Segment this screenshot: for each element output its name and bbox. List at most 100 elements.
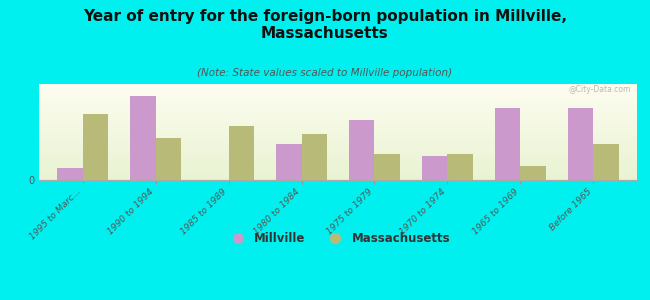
Bar [39, 177, 637, 178]
Bar [39, 160, 637, 161]
Bar [39, 110, 637, 111]
Legend: Millville, Massachusetts: Millville, Massachusetts [222, 229, 454, 249]
Bar [39, 179, 637, 180]
Bar [39, 120, 637, 121]
Bar [39, 155, 637, 156]
Text: @City-Data.com: @City-Data.com [569, 85, 631, 94]
Bar [593, 144, 619, 180]
Bar [39, 144, 637, 145]
Bar [39, 131, 637, 132]
Bar [39, 94, 637, 95]
Bar [39, 91, 637, 92]
Bar [39, 138, 637, 139]
Text: Year of entry for the foreign-born population in Millville,
Massachusetts: Year of entry for the foreign-born popul… [83, 9, 567, 41]
Bar [39, 85, 637, 86]
Bar [39, 112, 637, 113]
Bar [39, 101, 637, 102]
Bar [57, 168, 83, 180]
Bar [39, 139, 637, 140]
Bar [39, 106, 637, 107]
Bar [39, 121, 637, 122]
Bar [39, 161, 637, 162]
Bar [39, 122, 637, 123]
Bar [39, 125, 637, 126]
Bar [39, 149, 637, 150]
Bar [39, 169, 637, 170]
Bar [39, 142, 637, 143]
Bar [39, 115, 637, 116]
Bar [39, 143, 637, 144]
Bar [130, 96, 156, 180]
Bar [39, 93, 637, 94]
Bar [39, 119, 637, 120]
Bar [39, 114, 637, 115]
Bar [39, 158, 637, 159]
Bar [447, 154, 473, 180]
Bar [39, 96, 637, 97]
Bar [39, 100, 637, 101]
Bar [39, 151, 637, 152]
Bar [39, 129, 637, 130]
Bar [39, 133, 637, 134]
Bar [39, 141, 637, 142]
Bar [39, 127, 637, 128]
Bar [39, 162, 637, 163]
Bar [39, 117, 637, 118]
Bar [39, 176, 637, 177]
Bar [83, 114, 109, 180]
Bar [39, 156, 637, 157]
Bar [39, 105, 637, 106]
Bar [39, 154, 637, 155]
Bar [39, 84, 637, 85]
Bar [39, 167, 637, 168]
Bar [39, 173, 637, 174]
Bar [39, 146, 637, 147]
Bar [302, 134, 327, 180]
Bar [39, 123, 637, 124]
Bar [39, 175, 637, 176]
Bar [39, 95, 637, 96]
Bar [39, 88, 637, 89]
Text: (Note: State values scaled to Millville population): (Note: State values scaled to Millville … [198, 68, 452, 77]
Bar [39, 164, 637, 165]
Bar [39, 98, 637, 99]
Bar [39, 172, 637, 173]
Bar [156, 138, 181, 180]
Bar [39, 128, 637, 129]
Bar [520, 166, 546, 180]
Bar [39, 103, 637, 104]
Bar [39, 113, 637, 114]
Bar [39, 137, 637, 138]
Bar [39, 111, 637, 112]
Bar [39, 152, 637, 153]
Bar [39, 159, 637, 160]
Bar [39, 135, 637, 136]
Bar [39, 150, 637, 151]
Bar [276, 144, 302, 180]
Bar [39, 136, 637, 137]
Bar [39, 89, 637, 90]
Bar [39, 168, 637, 169]
Bar [39, 116, 637, 117]
Bar [39, 108, 637, 109]
Bar [39, 132, 637, 133]
Bar [39, 97, 637, 98]
Bar [374, 154, 400, 180]
Bar [39, 166, 637, 167]
Bar [39, 178, 637, 179]
Bar [39, 165, 637, 166]
Bar [39, 148, 637, 149]
Bar [39, 87, 637, 88]
Bar [495, 108, 520, 180]
Bar [39, 104, 637, 105]
Bar [39, 126, 637, 127]
Bar [39, 102, 637, 103]
Bar [39, 92, 637, 93]
Bar [39, 140, 637, 141]
Bar [39, 163, 637, 164]
Bar [39, 118, 637, 119]
Bar [39, 107, 637, 108]
Bar [39, 174, 637, 175]
Bar [567, 108, 593, 180]
Bar [39, 90, 637, 91]
